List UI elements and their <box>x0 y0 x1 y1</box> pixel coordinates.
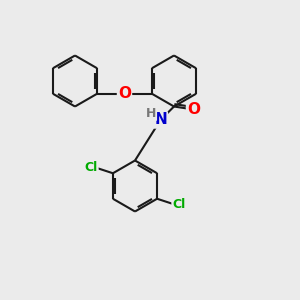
Text: H: H <box>146 107 156 120</box>
Text: Cl: Cl <box>172 198 186 211</box>
Text: O: O <box>118 86 131 101</box>
Text: O: O <box>187 102 200 117</box>
Text: N: N <box>154 112 167 128</box>
Text: Cl: Cl <box>84 161 98 174</box>
